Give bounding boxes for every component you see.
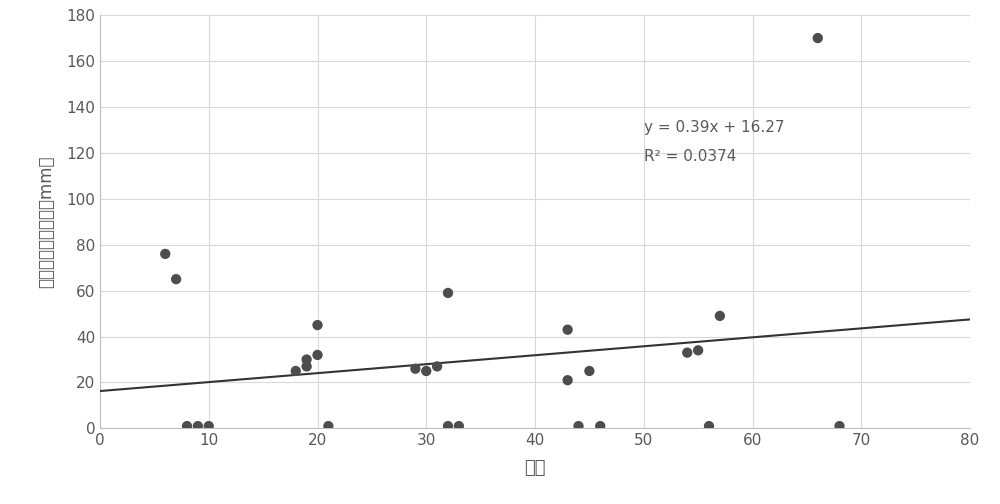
Point: [310, 321, 326, 329]
Point: [157, 250, 173, 258]
Point: [310, 351, 326, 359]
Point: [679, 349, 695, 357]
Point: [429, 362, 445, 370]
Point: [320, 422, 336, 430]
Point: [440, 422, 456, 430]
Point: [712, 312, 728, 320]
Point: [407, 365, 423, 373]
Point: [451, 422, 467, 430]
Point: [418, 367, 434, 375]
Point: [832, 422, 848, 430]
Y-axis label: 分离月成分降液量（mm）: 分离月成分降液量（mm）: [37, 156, 55, 288]
Point: [701, 422, 717, 430]
Text: y = 0.39x + 16.27: y = 0.39x + 16.27: [644, 119, 784, 135]
Point: [190, 422, 206, 430]
Point: [299, 362, 315, 370]
Point: [592, 422, 608, 430]
Point: [581, 367, 597, 375]
X-axis label: 序列: 序列: [524, 459, 546, 477]
Point: [440, 289, 456, 297]
Point: [201, 422, 217, 430]
Point: [560, 326, 576, 334]
Point: [168, 275, 184, 283]
Point: [299, 355, 315, 363]
Point: [288, 367, 304, 375]
Point: [179, 422, 195, 430]
Point: [560, 376, 576, 384]
Point: [810, 34, 826, 42]
Text: R² = 0.0374: R² = 0.0374: [644, 149, 736, 164]
Point: [690, 346, 706, 354]
Point: [570, 422, 586, 430]
